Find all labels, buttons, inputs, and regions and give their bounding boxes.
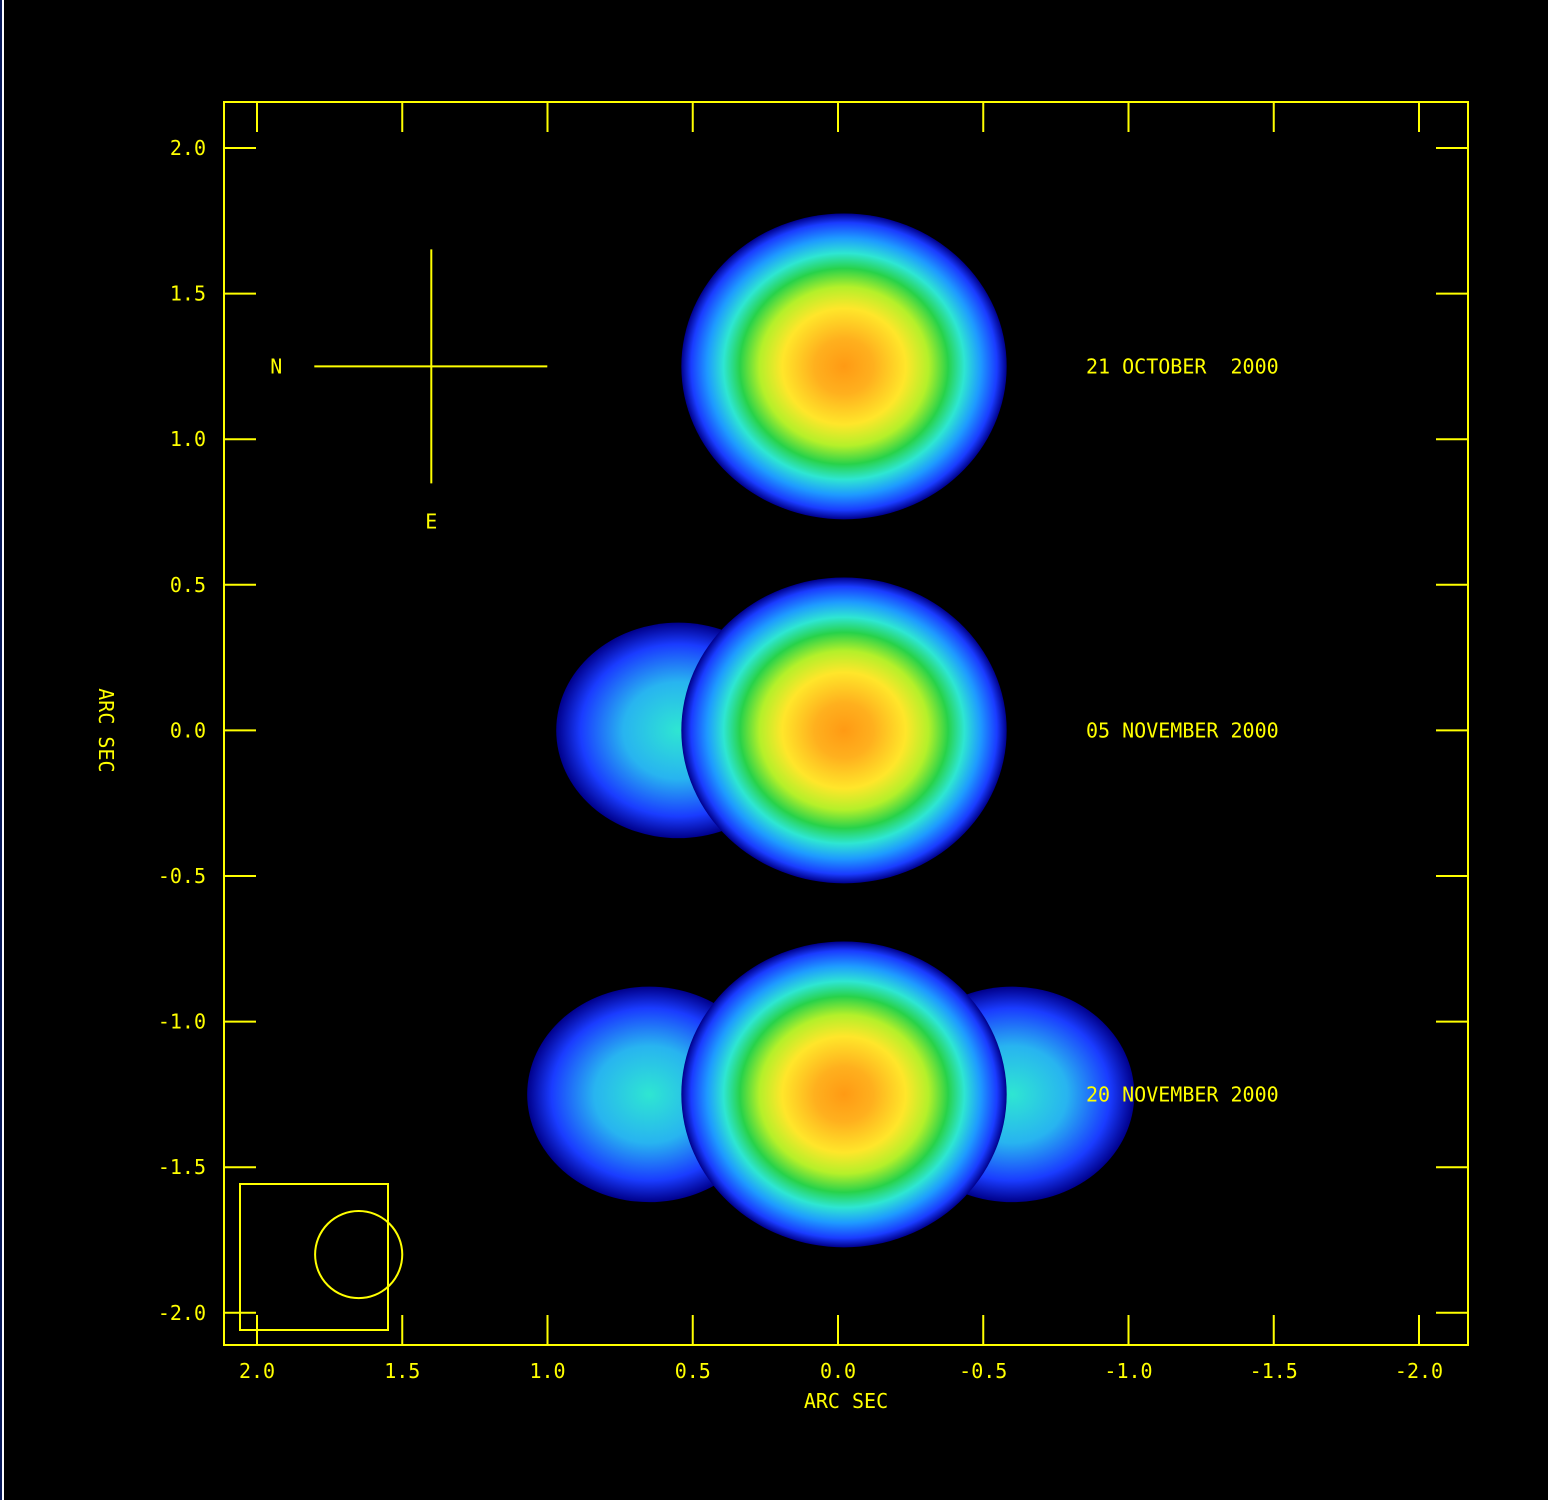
y-axis-title: ARC SEC: [94, 688, 118, 772]
y-tick-label: 1.0: [170, 427, 206, 451]
x-tick-label: -0.5: [959, 1359, 1007, 1383]
x-tick-label: 1.0: [529, 1359, 565, 1383]
epoch-label: 20 NOVEMBER 2000: [1086, 1082, 1279, 1106]
axes-frame: 2.0 1.5 1.0 0.5 0.0 -0.5 -1.0 -1.5 -2.0 2.0 1.5 1.0…: [158, 101, 1469, 1383]
y-tick-label: 1.5: [170, 282, 206, 306]
beam-ellipse: [314, 1209, 404, 1300]
x-tick-label: -2.0: [1395, 1359, 1443, 1383]
x-tick-label: 1.5: [384, 1359, 420, 1383]
x-axis-title: ARC SEC: [804, 1389, 888, 1413]
emission-images: 21 OCTOBER 2000 05 NOVEMBER 2000 20 NOVEMB…: [527, 213, 1279, 1248]
y-tick-label: -1.5: [158, 1155, 206, 1179]
emission-core: [681, 213, 1007, 520]
east-label: E: [425, 509, 437, 533]
epoch-label: 21 OCTOBER 2000: [1086, 354, 1279, 378]
north-label: N: [270, 354, 282, 378]
y-tick-label: 2.0: [170, 136, 206, 160]
beam-indicator: [239, 1183, 404, 1331]
emission-core: [681, 941, 1007, 1248]
y-tick-label: -2.0: [158, 1301, 206, 1325]
x-tick-label: 2.0: [239, 1359, 275, 1383]
x-tick-label: -1.5: [1250, 1359, 1298, 1383]
y-tick-label: 0.0: [170, 718, 206, 742]
y-tick-label: -1.0: [158, 1010, 206, 1034]
x-tick-label: -1.0: [1104, 1359, 1152, 1383]
y-tick-label: 0.5: [170, 573, 206, 597]
emission-core: [681, 577, 1007, 884]
epoch-label: 05 NOVEMBER 2000: [1086, 718, 1279, 742]
y-tick-label: -0.5: [158, 864, 206, 888]
plot-border: [223, 101, 1469, 1346]
beam-box: [239, 1183, 389, 1331]
x-tick-label: 0.5: [675, 1359, 711, 1383]
x-tick-label: 0.0: [820, 1359, 856, 1383]
orientation-indicator: N E: [270, 249, 548, 533]
